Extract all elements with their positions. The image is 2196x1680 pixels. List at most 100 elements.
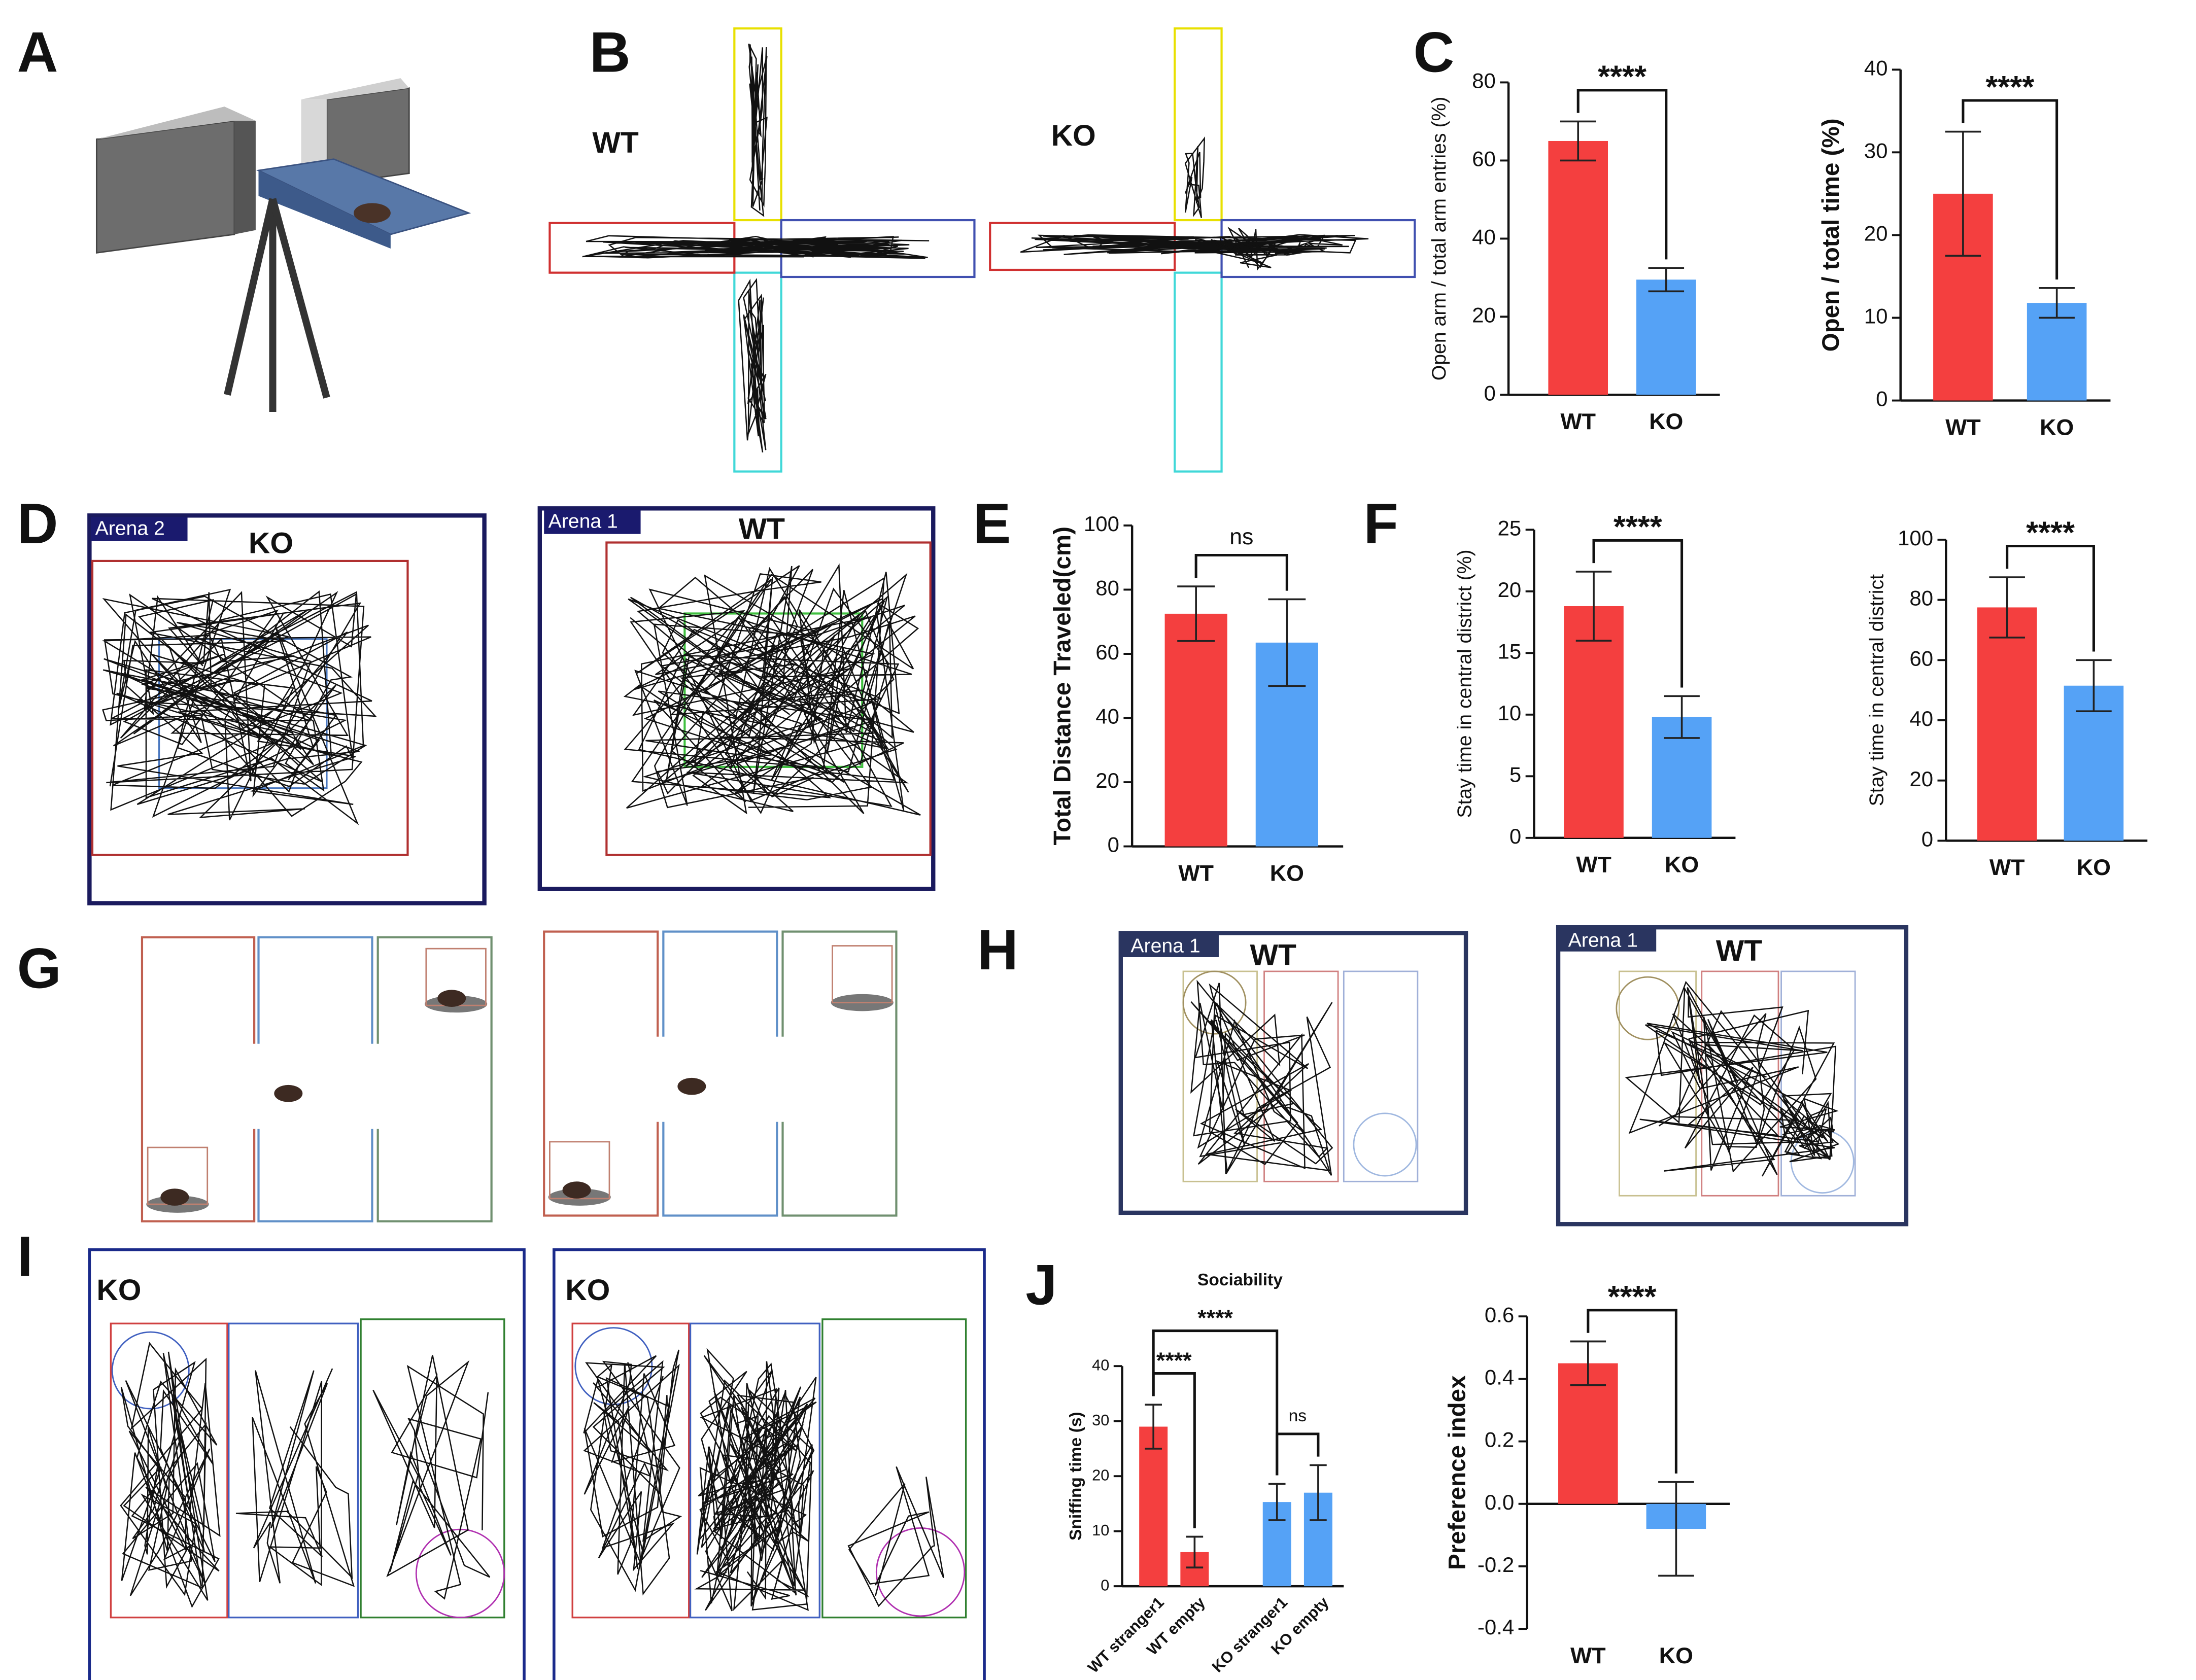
y-tick-label: 80: [1909, 586, 1933, 610]
bar: [1164, 613, 1227, 847]
y-tick-label: -0.2: [1478, 1553, 1514, 1577]
track: [623, 563, 921, 816]
track: [235, 1368, 355, 1587]
error-bar: [1658, 1481, 1694, 1577]
track: [372, 1355, 491, 1600]
x-tick-label: WT: [1560, 409, 1596, 434]
y-axis-label: Sniffing time (s): [1067, 1412, 1085, 1541]
significance-bracket: [1592, 539, 1684, 688]
track: [1625, 981, 1837, 1177]
y-tick-label: 0: [1922, 827, 1933, 851]
track: [1020, 234, 1369, 256]
error-bar: [1575, 571, 1612, 642]
arena-label: Arena 1: [1568, 930, 1638, 952]
y-tick-label: 40: [1095, 705, 1119, 728]
group-label: WT: [1716, 934, 1762, 967]
x-tick-label: WT: [1570, 1643, 1606, 1668]
y-tick-label: 0: [1509, 824, 1521, 848]
panel-letter: H: [977, 918, 1018, 982]
x-tick-label: KO: [1659, 1643, 1693, 1668]
group-label: WT: [739, 513, 785, 546]
track: [748, 43, 768, 217]
error-bar: [1945, 130, 1981, 257]
group-label: KO: [96, 1274, 141, 1307]
y-axis-label: Stay time in central district: [1866, 574, 1888, 806]
significance-bracket: [1194, 554, 1288, 591]
bar: [1564, 606, 1624, 838]
x-tick-label: WT: [1576, 852, 1611, 878]
y-tick-label: 30: [1092, 1411, 1109, 1429]
track: [102, 588, 377, 825]
y-axis-label: Open / total time (%): [1817, 118, 1844, 352]
y-tick-label: 40: [1092, 1356, 1109, 1374]
error-bar: [1989, 576, 2025, 639]
y-tick-label: 60: [1909, 646, 1933, 670]
significance-label: ****: [1598, 59, 1646, 94]
significance-label: ****: [1156, 1348, 1192, 1373]
error-bar: [1186, 1535, 1204, 1569]
tracks: [102, 43, 1840, 1612]
significance-label: ****: [1608, 1279, 1657, 1314]
panel-letter: F: [1364, 492, 1398, 555]
chart-title: Sociability: [1197, 1271, 1283, 1289]
y-tick-label: 20: [1864, 222, 1888, 246]
three-chamber: [141, 930, 898, 1222]
track: [1184, 136, 1206, 218]
group-label: KO: [249, 527, 293, 560]
significance-label: ****: [1985, 69, 2034, 104]
track: [120, 1342, 221, 1608]
error-bar: [1310, 1464, 1327, 1521]
y-tick-label: 0.4: [1485, 1365, 1514, 1389]
x-tick-label: WT: [1989, 855, 2025, 880]
error-bar: [2039, 287, 2075, 319]
y-tick-label: 0.0: [1485, 1490, 1514, 1514]
group-label: KO: [1051, 119, 1096, 152]
arena-label: Arena 1: [1130, 935, 1200, 957]
y-tick-label: 60: [1095, 640, 1119, 664]
y-tick-label: 0: [1108, 833, 1119, 857]
error-bar: [1570, 1340, 1606, 1386]
y-tick-label: 0: [1484, 381, 1495, 405]
y-tick-label: 60: [1472, 147, 1496, 171]
track: [1779, 1093, 1840, 1163]
significance-bracket: [1576, 89, 1668, 260]
y-tick-label: 15: [1498, 639, 1522, 663]
bar: [2027, 303, 2087, 401]
group-label: KO: [565, 1274, 610, 1307]
y-tick-label: 10: [1092, 1521, 1109, 1539]
panel-letter: B: [590, 21, 631, 84]
x-tick-label: WT: [1178, 860, 1214, 886]
y-tick-label: 0: [1876, 387, 1888, 411]
y-tick-label: 40: [1472, 225, 1496, 249]
y-tick-label: 30: [1864, 138, 1888, 162]
significance-label: ns: [1289, 1407, 1307, 1425]
significance-bracket: [1152, 1329, 1279, 1476]
track: [1190, 979, 1333, 1176]
y-tick-label: 0.2: [1485, 1428, 1514, 1452]
y-tick-label: 80: [1472, 69, 1496, 93]
significance-label: ****: [2026, 515, 2075, 550]
panel-letter: A: [17, 21, 58, 84]
y-tick-label: 80: [1095, 576, 1119, 600]
group-label: WT: [1250, 938, 1296, 971]
significance-bracket: [1276, 1432, 1320, 1476]
panel-letter: J: [1025, 1253, 1057, 1317]
significance-label: ns: [1229, 524, 1253, 549]
sociability-arena: [88, 1248, 986, 1680]
x-tick-label: KO: [2077, 855, 2111, 880]
arena-label: Arena 2: [95, 518, 165, 540]
track: [583, 1349, 682, 1596]
y-tick-label: 40: [1864, 56, 1888, 80]
bar: [1558, 1363, 1618, 1504]
panel-letter: I: [17, 1225, 33, 1288]
panel-letter: D: [17, 492, 58, 555]
y-tick-label: 100: [1898, 526, 1933, 550]
track: [847, 1466, 944, 1607]
track: [694, 1348, 817, 1612]
y-tick-label: 5: [1509, 762, 1521, 786]
y-tick-label: 20: [1092, 1466, 1109, 1484]
error-bar: [2076, 659, 2112, 713]
y-tick-label: 0.6: [1485, 1303, 1514, 1326]
panel-letter: G: [17, 936, 61, 1000]
